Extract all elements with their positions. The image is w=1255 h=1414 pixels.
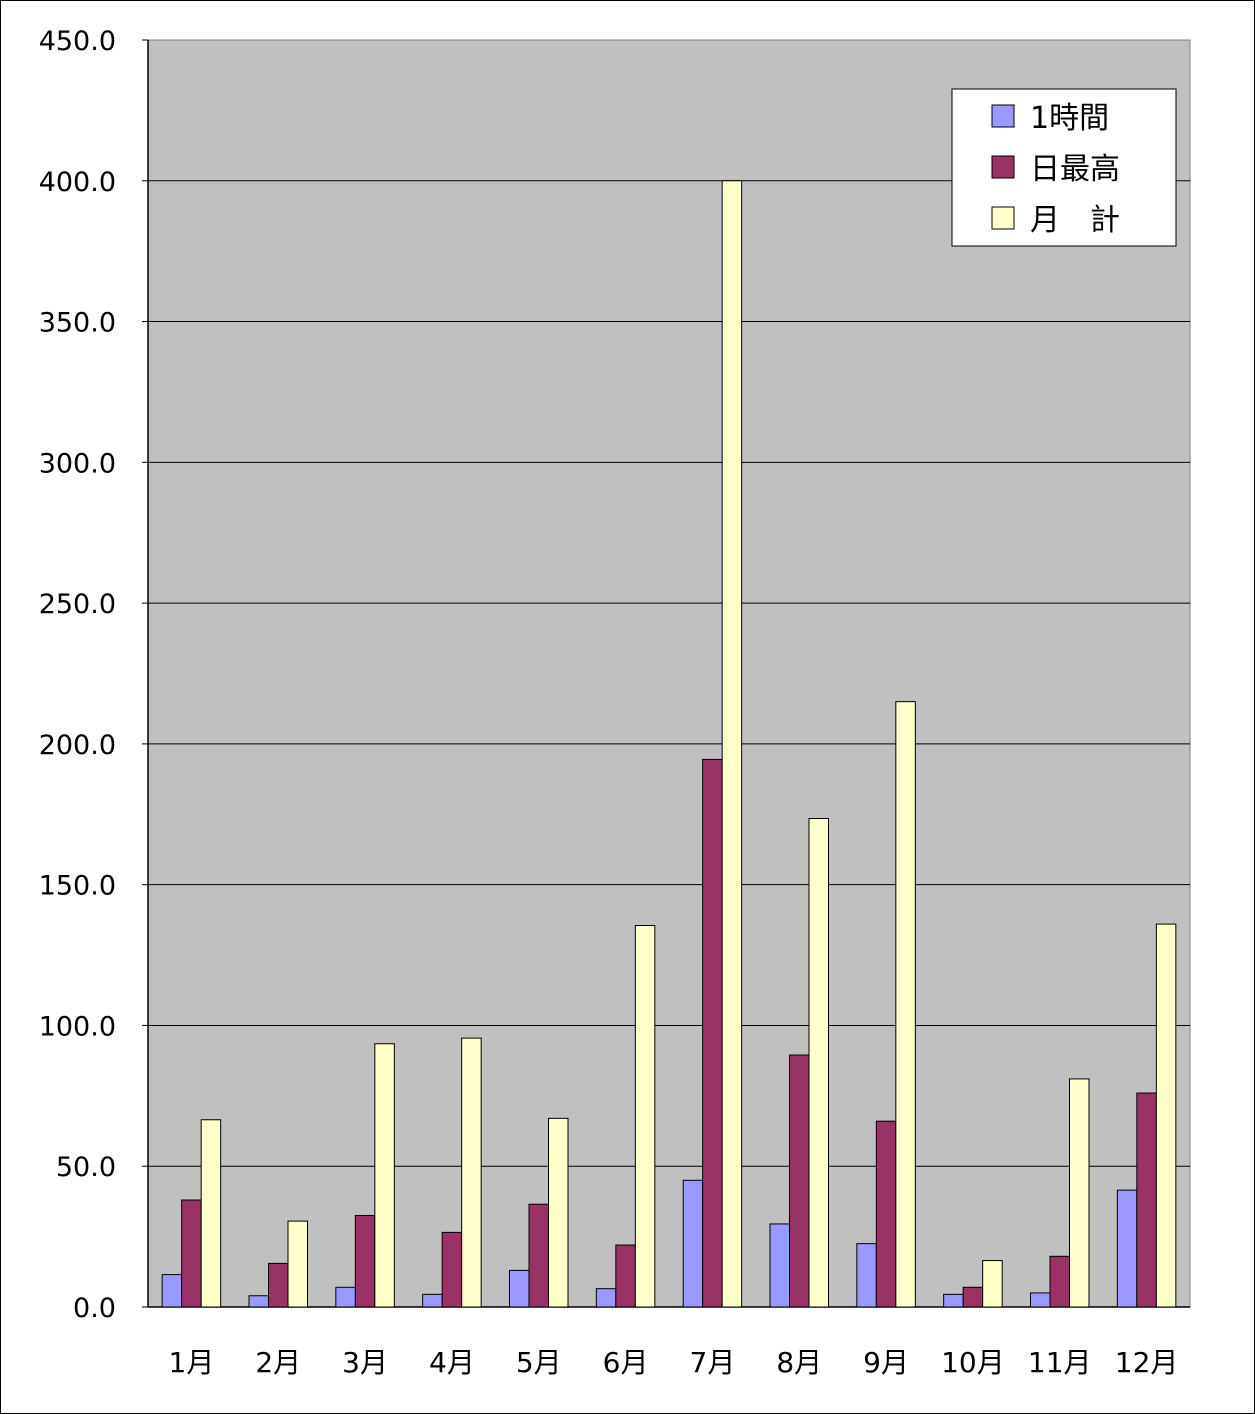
bar-3-12 xyxy=(1155,923,1177,1308)
bar-3-1 xyxy=(200,1119,222,1308)
x-tick-label: 1月 xyxy=(169,1346,215,1379)
x-tick-label: 11月 xyxy=(1028,1346,1092,1379)
bar-1-10 xyxy=(943,1293,964,1308)
bar-1-7 xyxy=(682,1179,704,1308)
y-tick-label: 300.0 xyxy=(39,448,116,479)
legend-label-3: 月 計 xyxy=(1030,203,1120,238)
bar-2-12 xyxy=(1136,1092,1157,1308)
x-tick-label: 9月 xyxy=(863,1346,909,1379)
legend-swatch-3 xyxy=(991,206,1015,230)
bar-1-12 xyxy=(1116,1189,1138,1308)
bar-2-7 xyxy=(702,758,723,1308)
y-axis: 0.0 50.0 100.0 150.0 200.0 250.0 300.0 350.0 400… xyxy=(39,26,1190,1324)
bar-3-8 xyxy=(808,818,829,1308)
bar-1-9 xyxy=(856,1243,877,1308)
bar-3-5 xyxy=(548,1117,569,1308)
bars xyxy=(161,180,1177,1308)
x-axis: 1月 2月 3月 4月 5月 6月 7月 8月 9月 10月 11月 12月 xyxy=(169,1346,1179,1379)
legend-box xyxy=(951,88,1177,247)
bar-1-11 xyxy=(1030,1292,1051,1308)
bar-1-2 xyxy=(248,1295,269,1308)
x-tick-label: 2月 xyxy=(255,1346,301,1379)
bar-2-11 xyxy=(1049,1255,1070,1308)
y-tick-label: 450.0 xyxy=(39,26,116,57)
y-tick-label: 200.0 xyxy=(39,730,116,761)
x-tick-label: 10月 xyxy=(941,1346,1005,1379)
x-tick-label: 6月 xyxy=(603,1346,649,1379)
legend-label-2: 日最高 xyxy=(1030,152,1120,187)
bar-1-6 xyxy=(595,1288,617,1308)
plot-area xyxy=(147,39,1191,1308)
bar-2-9 xyxy=(875,1120,897,1308)
y-tick-label: 400.0 xyxy=(39,167,116,198)
bar-2-5 xyxy=(528,1203,549,1308)
bar-2-6 xyxy=(615,1244,636,1308)
y-tick-label: 50.0 xyxy=(56,1152,116,1183)
bar-3-7 xyxy=(721,180,743,1308)
bar-3-3 xyxy=(374,1043,395,1308)
x-tick-label: 8月 xyxy=(776,1346,822,1379)
bar-2-1 xyxy=(181,1199,202,1308)
bar-3-9 xyxy=(895,701,916,1308)
bar-2-2 xyxy=(268,1262,289,1308)
bar-3-6 xyxy=(634,924,656,1308)
x-tick-label: 3月 xyxy=(342,1346,388,1379)
bar-3-2 xyxy=(287,1220,308,1308)
y-tick-label: 0.0 xyxy=(73,1293,116,1324)
bar-2-4 xyxy=(441,1231,463,1308)
bar-1-1 xyxy=(161,1274,183,1308)
bar-1-3 xyxy=(335,1286,356,1308)
legend-swatch-1 xyxy=(991,104,1015,128)
bar-2-10 xyxy=(962,1286,984,1308)
y-tick-label: 150.0 xyxy=(39,871,116,902)
bar-3-4 xyxy=(461,1037,482,1308)
y-tick-label: 100.0 xyxy=(39,1011,116,1042)
bar-2-8 xyxy=(789,1054,810,1308)
bar-3-10 xyxy=(982,1260,1003,1308)
bar-3-11 xyxy=(1069,1078,1090,1308)
bar-1-5 xyxy=(509,1269,530,1308)
bar-2-3 xyxy=(354,1214,376,1308)
bar-1-4 xyxy=(422,1293,443,1308)
y-tick-label: 350.0 xyxy=(39,308,116,339)
x-tick-label: 4月 xyxy=(429,1346,475,1379)
x-tick-label: 5月 xyxy=(516,1346,562,1379)
x-tick-label: 12月 xyxy=(1115,1346,1179,1379)
legend-label-1: 1時間 xyxy=(1030,101,1109,136)
x-tick-label: 7月 xyxy=(690,1346,736,1379)
bar-1-8 xyxy=(769,1223,790,1308)
y-tick-label: 250.0 xyxy=(39,589,116,620)
legend-swatch-2 xyxy=(991,155,1015,179)
